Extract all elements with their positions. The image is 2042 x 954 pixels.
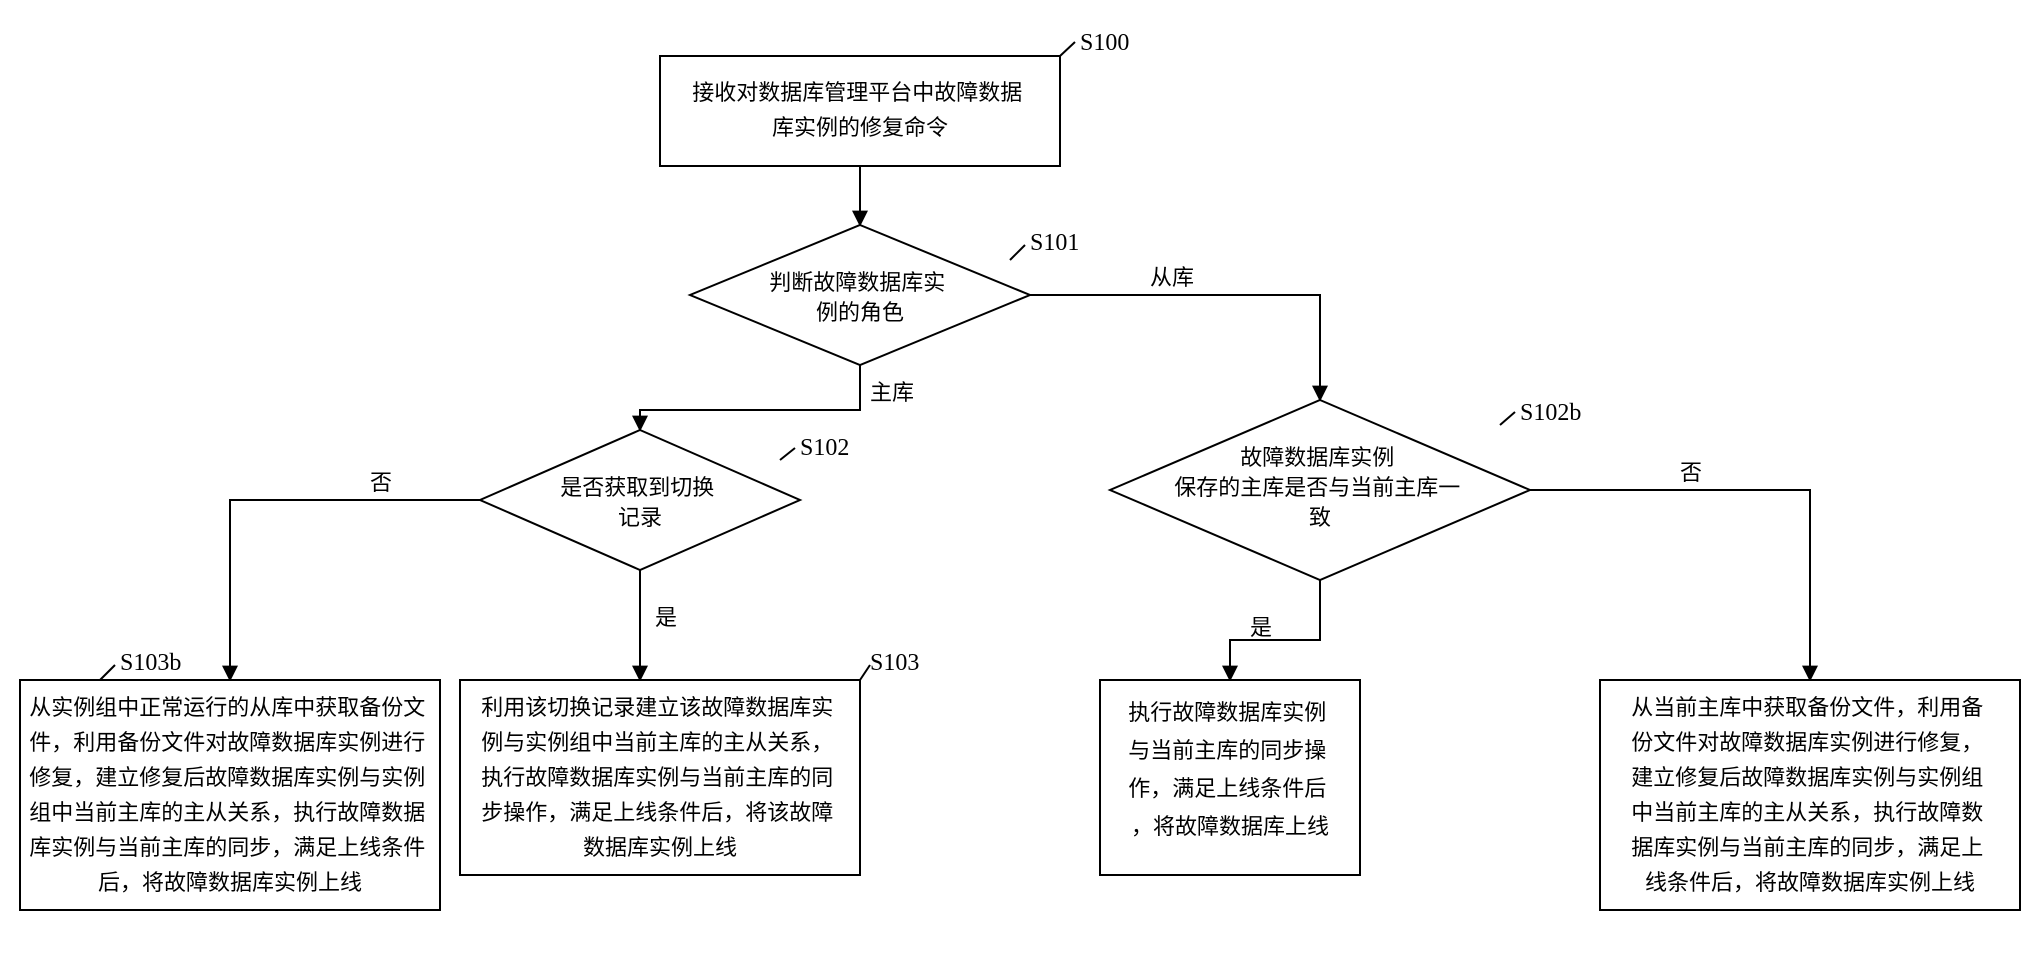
label-s102b-no: 否 (1680, 460, 1702, 485)
s103-l1: 利用该切换记录建立该故障数据库实 (481, 695, 833, 720)
s102-line1: 是否获取到切换 (560, 475, 714, 500)
node-s102: 是否获取到切换 记录 (480, 430, 800, 570)
s101-line1: 判断故障数据库实 (769, 270, 945, 295)
s102b-line1: 故障数据库实例 (1240, 445, 1394, 470)
s102-line2: 记录 (618, 505, 662, 530)
s103b-l4: 组中当前主库的主从关系，执行故障数据 (29, 800, 425, 825)
node-s103: 利用该切换记录建立该故障数据库实 例与实例组中当前主库的主从关系， 执行故障数据… (460, 680, 860, 875)
s100-line2: 库实例的修复命令 (772, 115, 948, 140)
rn-l1: 从当前主库中获取备份文件，利用备 (1631, 695, 1983, 720)
s103-step: S103 (870, 650, 919, 676)
s103-l3: 执行故障数据库实例与当前主库的同 (481, 765, 833, 790)
s101-line2: 例的角色 (816, 300, 904, 325)
s102-step: S102 (800, 435, 849, 461)
node-s103b: 从实例组中正常运行的从库中获取备份文 件，利用备份文件对故障数据库实例进行 修复… (20, 680, 440, 910)
ry-l3: 作，满足上线条件后 (1128, 776, 1326, 801)
edge-s102b-yes (1230, 580, 1320, 680)
s103-l4: 步操作，满足上线条件后，将该故障 (481, 800, 833, 825)
s103b-l5: 库实例与当前主库的同步，满足上线条件 (29, 835, 425, 860)
rn-l4: 中当前主库的主从关系，执行故障数 (1631, 800, 1983, 825)
s101-step: S101 (1030, 230, 1079, 256)
s103b-step: S103b (120, 650, 181, 676)
label-s102-no: 否 (370, 470, 392, 495)
label-s102b-yes: 是 (1250, 615, 1272, 640)
edge-s102-s103b (230, 500, 480, 680)
edge-s101-s102 (640, 365, 860, 430)
s100-line1: 接收对数据库管理平台中故障数据 (692, 80, 1022, 105)
rn-l2: 份文件对故障数据库实例进行修复， (1631, 730, 1983, 755)
s103b-l2: 件，利用备份文件对故障数据库实例进行 (29, 730, 425, 755)
s102b-line3: 致 (1309, 505, 1331, 530)
ry-l2: 与当前主库的同步操 (1128, 738, 1326, 763)
label-slave: 从库 (1150, 265, 1194, 290)
s103b-l3: 修复，建立修复后故障数据库实例与实例 (29, 765, 425, 790)
s102b-line2: 保存的主库是否与当前主库一 (1174, 475, 1460, 500)
rn-l5: 据库实例与当前主库的同步，满足上 (1631, 835, 1983, 860)
label-s102-yes: 是 (655, 605, 677, 630)
label-master: 主库 (870, 380, 914, 405)
edge-s101-s102b (1030, 295, 1320, 400)
node-s101: 判断故障数据库实 例的角色 (690, 225, 1030, 365)
s103-l2: 例与实例组中当前主库的主从关系， (481, 730, 833, 755)
node-no-right: 从当前主库中获取备份文件，利用备 份文件对故障数据库实例进行修复， 建立修复后故… (1600, 680, 2020, 910)
ry-l4: ，将故障数据库上线 (1131, 814, 1329, 839)
s103b-l6: 后，将故障数据库实例上线 (98, 870, 362, 895)
s102b-step: S102b (1520, 400, 1581, 426)
s100-step: S100 (1080, 30, 1129, 56)
node-yes-right: 执行故障数据库实例 与当前主库的同步操 作，满足上线条件后 ，将故障数据库上线 (1100, 680, 1360, 875)
rn-l3: 建立修复后故障数据库实例与实例组 (1631, 765, 1983, 790)
node-s100: 接收对数据库管理平台中故障数据 库实例的修复命令 (660, 56, 1060, 166)
s103b-l1: 从实例组中正常运行的从库中获取备份文 (29, 695, 425, 720)
rn-l6: 线条件后，将故障数据库实例上线 (1645, 870, 1975, 895)
edge-s102b-no (1530, 490, 1810, 680)
s103-l5: 数据库实例上线 (583, 835, 737, 860)
node-s102b: 故障数据库实例 保存的主库是否与当前主库一 致 (1110, 400, 1530, 580)
ry-l1: 执行故障数据库实例 (1128, 700, 1326, 725)
